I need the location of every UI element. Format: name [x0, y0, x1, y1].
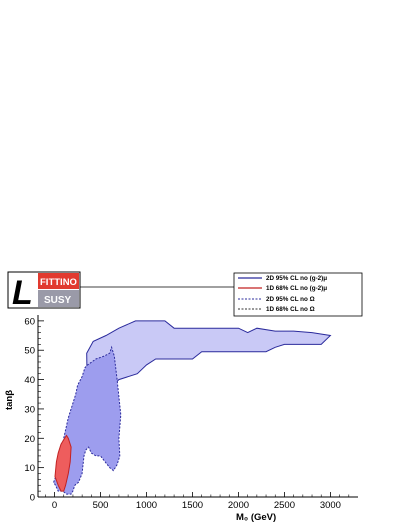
- x-tick-label: 1000: [136, 500, 157, 511]
- x-tick-label: 0: [52, 500, 57, 511]
- y-tick-label: 50: [24, 346, 35, 357]
- x-tick-label: 500: [93, 500, 109, 511]
- logo-top-text: FITTINO: [40, 277, 77, 288]
- y-tick-label: 10: [24, 463, 35, 474]
- region-2: [54, 434, 72, 492]
- x-axis-label: M₀ (GeV): [236, 512, 276, 523]
- x-axis-ticks: 0 500 1000 1500 2000 2500 3000: [45, 492, 350, 511]
- logo-letter: L: [12, 274, 33, 312]
- x-tick-label: 2500: [274, 500, 295, 511]
- y-axis-label: tanβ: [4, 390, 15, 410]
- legend-label-1d-nog2: 1D 68% CL no (g-2)μ: [266, 285, 327, 292]
- legend-box: [233, 272, 363, 317]
- legend-label-2d-nog2: 2D 95% CL no (g-2)μ: [266, 275, 327, 282]
- x-tick-label: 1500: [182, 500, 203, 511]
- x-tick-label: 2000: [228, 500, 249, 511]
- plot-regions: [53, 320, 332, 495]
- legend-label-1d-noomega: 1D 68% CL no Ω: [266, 306, 315, 313]
- logo-bottom-band: [38, 290, 79, 307]
- x-tick-label: 3000: [320, 500, 341, 511]
- y-tick-label: 40: [24, 375, 35, 386]
- y-tick-label: 0: [30, 493, 35, 504]
- fittino-logo: L FITTINO SUSY: [7, 271, 240, 312]
- y-tick-label: 60: [24, 316, 35, 327]
- logo-bottom-text: SUSY: [44, 295, 72, 306]
- region-1: [86, 320, 332, 426]
- y-axis-ticks: 0 10 20 30 40 50 60: [24, 316, 44, 504]
- y-tick-label: 20: [24, 434, 35, 445]
- legend-label-2d-noomega: 2D 95% CL no Ω: [266, 296, 315, 303]
- y-tick-label: 30: [24, 404, 35, 415]
- legend: 2D 95% CL no (g-2)μ 1D 68% CL no (g-2)μ …: [233, 272, 363, 317]
- logo-top-band: [38, 273, 79, 289]
